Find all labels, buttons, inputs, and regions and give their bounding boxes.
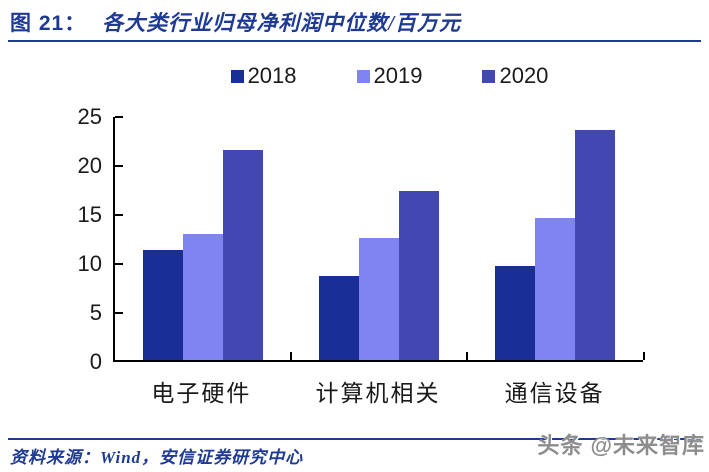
legend-swatch-2019 (356, 69, 370, 83)
x-axis-category-label: 通信设备 (504, 380, 605, 406)
bar-group-3 (467, 117, 643, 360)
y-axis-tick-label: 0 (89, 349, 102, 374)
bar-2019-计算机相关 (359, 237, 399, 360)
figure-title: 各大类行业归母净利润中位数/百万元 (102, 11, 462, 35)
bar-2018-通信设备 (495, 265, 535, 360)
chart-legend: 2018 2019 2020 (0, 63, 709, 89)
bar-2019-电子硬件 (183, 233, 223, 360)
bar-2019-通信设备 (535, 217, 575, 360)
plot-area (113, 116, 645, 362)
bar-2020-通信设备 (575, 129, 615, 360)
y-axis-tick-label: 25 (77, 104, 102, 129)
legend-swatch-2018 (230, 69, 244, 83)
header-divider (8, 40, 701, 42)
bar-2020-计算机相关 (399, 191, 439, 360)
bar-2020-电子硬件 (223, 150, 263, 360)
y-axis-tick (115, 312, 123, 314)
y-axis-labels: 0 5 10 15 20 25 (40, 104, 102, 377)
y-axis-tick (115, 165, 123, 167)
legend-item-2020: 2020 (482, 63, 548, 89)
source-note: 资料来源：Wind，安信证券研究中心 (10, 448, 304, 467)
legend-label: 2019 (373, 63, 423, 88)
y-axis-tick-label: 10 (77, 251, 102, 276)
bar-group-2 (291, 117, 467, 360)
y-axis-tick-label: 20 (77, 153, 102, 178)
legend-swatch-2020 (482, 69, 496, 83)
legend-label: 2018 (247, 63, 297, 88)
x-axis-tick (643, 352, 645, 360)
legend-item-2019: 2019 (356, 63, 423, 89)
legend-label: 2020 (499, 63, 549, 88)
x-axis-category-label: 计算机相关 (315, 380, 441, 406)
y-axis-tick (115, 214, 123, 216)
watermark: 头条 @未来智库 (537, 433, 705, 458)
y-axis-tick-label: 5 (89, 300, 102, 325)
legend-item-2018: 2018 (230, 63, 297, 89)
y-axis-tick (115, 116, 123, 118)
x-axis-tick (289, 352, 292, 360)
x-axis-category-label: 电子硬件 (151, 380, 252, 406)
bar-groups (115, 117, 643, 360)
bar-group-1 (115, 117, 291, 360)
y-axis-tick (115, 263, 123, 265)
bar-2018-计算机相关 (319, 275, 359, 360)
footer-divider (8, 438, 701, 440)
figure-number: 图 21： (10, 12, 87, 35)
x-axis-labels: 电子硬件 计算机相关 通信设备 (113, 374, 643, 408)
x-axis-tick (466, 352, 469, 360)
figure-header: 图 21： 各大类行业归母净利润中位数/百万元 (10, 7, 699, 37)
bar-2018-电子硬件 (143, 250, 183, 360)
y-axis-tick-label: 15 (77, 202, 102, 227)
